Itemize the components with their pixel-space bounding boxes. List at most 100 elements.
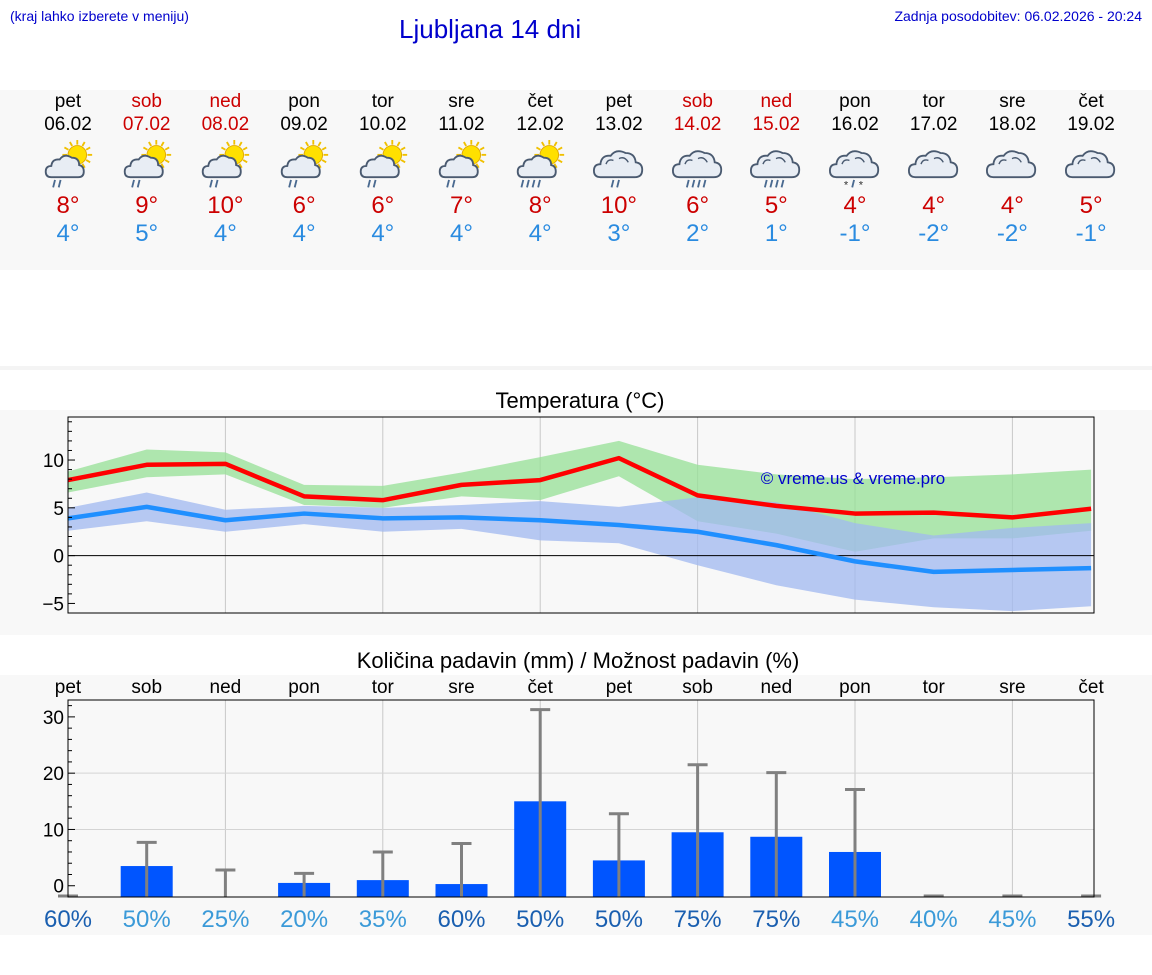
sun-ray xyxy=(81,141,86,147)
temp-max: 5° xyxy=(1079,192,1103,219)
sun-ray xyxy=(457,146,463,151)
temperature-chart: Temperatura (°C) −5 0 5 10 © vreme.us & vreme… xyxy=(42,388,1095,615)
y-tick-label: 10 xyxy=(43,451,64,472)
forecast-day: sob 14.02 6° 2° xyxy=(659,90,737,248)
rain-drop xyxy=(209,179,214,188)
forecast-day: sre 18.02 4° -2° xyxy=(973,90,1051,248)
day-name: čet xyxy=(1078,91,1104,112)
cloud-detail xyxy=(605,157,629,165)
temp-min: 4° xyxy=(528,220,552,247)
temp-max: 10° xyxy=(207,192,244,219)
sun-ray xyxy=(462,141,467,147)
min-temp-band xyxy=(68,492,1092,612)
icon-group xyxy=(359,140,407,188)
icon-group xyxy=(750,150,801,188)
precip-day-label: čet xyxy=(1078,677,1104,698)
cloud-outline xyxy=(828,150,880,179)
day-date: 06.02 xyxy=(44,114,92,135)
forecast-day: ned 15.02 5° 1° xyxy=(737,90,815,248)
y-tick-label: 30 xyxy=(43,708,64,729)
sun-ray xyxy=(85,159,91,164)
rain-drop xyxy=(537,179,542,188)
precip-probability-label: 60% xyxy=(44,906,92,933)
rain-drop xyxy=(531,179,536,188)
precip-day-label: sob xyxy=(682,677,713,698)
forecast-day: pet 13.02 10° 3° xyxy=(580,90,658,248)
temp-min: -1° xyxy=(839,220,871,247)
precip-probability-label: 25% xyxy=(201,906,249,933)
sun-cloud-heavy-rain-icon xyxy=(516,140,565,188)
day-name: sob xyxy=(682,91,713,112)
day-date: 08.02 xyxy=(201,114,250,135)
rain-drop xyxy=(685,179,690,188)
forecast-day: pon 09.02 6° 4° xyxy=(265,90,343,248)
y-tick-label: −5 xyxy=(42,594,64,615)
y-tick-label: 5 xyxy=(53,499,64,520)
temp-max: 10° xyxy=(600,192,638,219)
precip-probability-label: 55% xyxy=(1067,906,1115,933)
cloud-detail xyxy=(683,157,708,165)
cloud-detail xyxy=(920,157,944,165)
cloud-rain-icon xyxy=(592,150,644,188)
icon-group xyxy=(280,140,329,188)
rain-drop xyxy=(367,179,371,188)
temp-max: 9° xyxy=(135,192,159,219)
day-name: pet xyxy=(54,91,82,112)
rain-drop xyxy=(288,179,292,188)
precip-day-label: pet xyxy=(55,677,82,698)
sun-cloud-rain-icon xyxy=(438,140,486,188)
sun-ray xyxy=(475,141,480,147)
precip-probability-label: 45% xyxy=(988,906,1036,933)
watermark: © vreme.us & vreme.pro xyxy=(761,469,945,488)
sun-ray xyxy=(541,141,546,147)
sun-ray xyxy=(553,163,558,169)
temp-max: 4° xyxy=(1000,192,1024,219)
rain-drop xyxy=(52,179,56,188)
temp-min: -2° xyxy=(996,220,1028,247)
day-date: 12.02 xyxy=(516,114,564,135)
snow-shape: * * xyxy=(844,179,864,191)
rain-shape xyxy=(520,179,542,188)
cloud-outline xyxy=(359,154,400,179)
sun-ray xyxy=(238,141,243,147)
sun-ray xyxy=(553,141,558,147)
icon-group xyxy=(986,150,1037,179)
sun-ray xyxy=(226,141,231,147)
icon-group xyxy=(438,140,486,188)
day-date: 11.02 xyxy=(438,114,485,135)
temp-max: 6° xyxy=(686,192,710,219)
cloud-shape xyxy=(592,150,644,179)
cloud-heavy-rain-icon xyxy=(750,150,801,188)
temp-min: 4° xyxy=(56,220,80,247)
day-name: ned xyxy=(760,91,793,112)
rain-shape xyxy=(130,179,141,188)
sun-ray xyxy=(63,146,69,151)
cloud-icon xyxy=(907,150,958,179)
cloud-shape xyxy=(986,150,1037,179)
forecast-day: tor 10.02 6° 4° xyxy=(344,90,422,248)
precip-day-label: sob xyxy=(131,677,162,698)
sun-ray xyxy=(536,146,542,151)
cloud-shape xyxy=(359,154,400,179)
cloud-outline xyxy=(907,150,958,179)
cloud-shape xyxy=(671,150,722,179)
cloud-outline xyxy=(438,154,479,179)
cloud-detail xyxy=(762,157,787,165)
forecast-day: ned 08.02 10° 4° xyxy=(186,90,264,248)
snow-flake: * xyxy=(844,179,849,191)
sun-ray xyxy=(378,146,384,151)
day-name: pon xyxy=(839,91,871,112)
forecast-day: čet 19.02 5° -1° xyxy=(1052,90,1130,248)
snow-flake: * xyxy=(859,179,864,191)
sun-ray xyxy=(160,163,165,169)
temp-max: 6° xyxy=(292,192,316,219)
temp-max: 5° xyxy=(764,192,788,219)
rain-shape xyxy=(367,179,377,188)
temperature-chart-title: Temperatura (°C) xyxy=(496,388,665,413)
precip-day-label: sre xyxy=(448,677,474,698)
rain-shape xyxy=(52,179,62,188)
cloud-outline xyxy=(123,154,164,179)
divider-band xyxy=(0,366,1152,370)
icon-group xyxy=(907,150,958,179)
sun-ray xyxy=(160,141,165,147)
